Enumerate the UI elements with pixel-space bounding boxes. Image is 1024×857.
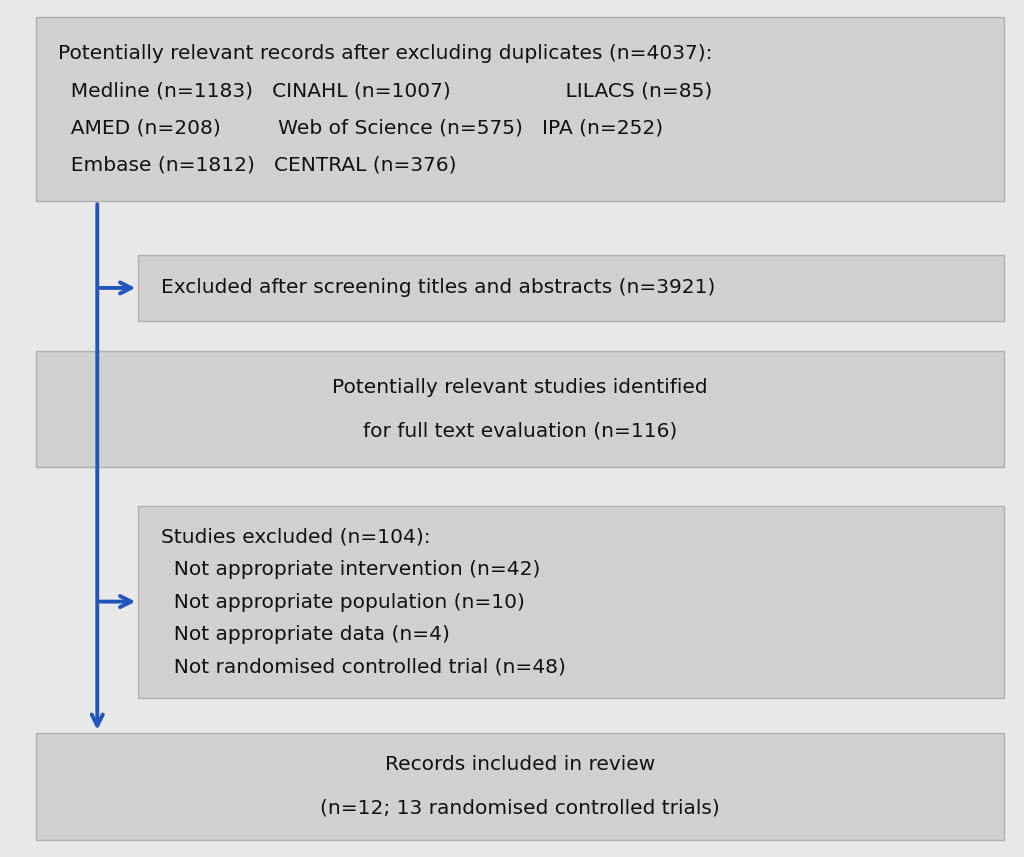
Text: Studies excluded (n=104):: Studies excluded (n=104): <box>161 527 430 547</box>
Text: AMED (n=208)         Web of Science (n=575)   IPA (n=252): AMED (n=208) Web of Science (n=575) IPA … <box>58 118 664 137</box>
Text: Potentially relevant studies identified: Potentially relevant studies identified <box>332 378 708 398</box>
Text: Records included in review: Records included in review <box>385 755 654 775</box>
Text: Not randomised controlled trial (n=48): Not randomised controlled trial (n=48) <box>161 657 565 677</box>
Text: for full text evaluation (n=116): for full text evaluation (n=116) <box>362 421 677 440</box>
Text: Medline (n=1183)   CINAHL (n=1007)                  LILACS (n=85): Medline (n=1183) CINAHL (n=1007) LILACS … <box>58 81 713 100</box>
FancyBboxPatch shape <box>138 255 1004 321</box>
Text: Embase (n=1812)   CENTRAL (n=376): Embase (n=1812) CENTRAL (n=376) <box>58 155 457 174</box>
FancyBboxPatch shape <box>36 733 1004 840</box>
Text: Potentially relevant records after excluding duplicates (n=4037):: Potentially relevant records after exclu… <box>58 45 713 63</box>
FancyBboxPatch shape <box>36 351 1004 467</box>
Text: (n=12; 13 randomised controlled trials): (n=12; 13 randomised controlled trials) <box>319 798 720 818</box>
Text: Not appropriate data (n=4): Not appropriate data (n=4) <box>161 625 450 644</box>
FancyBboxPatch shape <box>138 506 1004 698</box>
FancyBboxPatch shape <box>36 17 1004 201</box>
Text: Excluded after screening titles and abstracts (n=3921): Excluded after screening titles and abst… <box>161 279 715 297</box>
Text: Not appropriate intervention (n=42): Not appropriate intervention (n=42) <box>161 560 540 579</box>
Text: Not appropriate population (n=10): Not appropriate population (n=10) <box>161 592 524 612</box>
